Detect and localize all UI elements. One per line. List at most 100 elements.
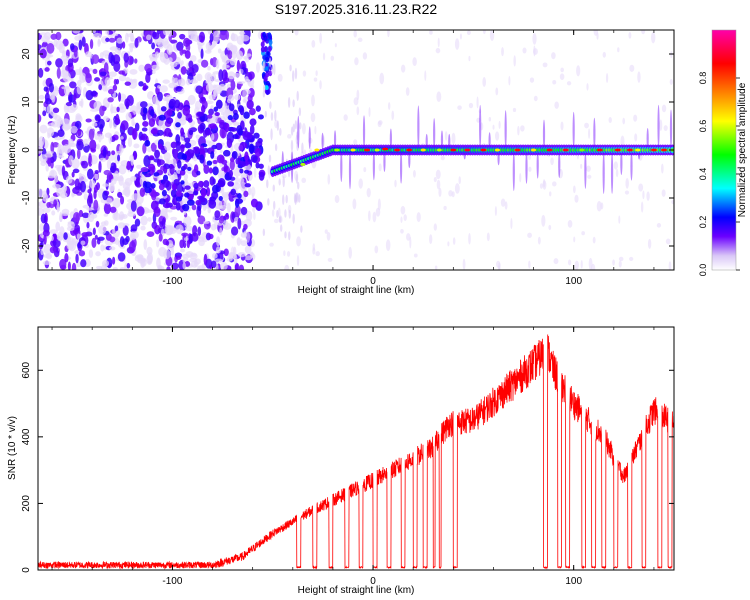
spectrogram-blob xyxy=(50,33,58,40)
spectrogram-blob xyxy=(85,89,94,101)
spectrogram-blob xyxy=(46,202,51,209)
spectrogram-blob xyxy=(615,168,619,178)
spectrogram-blob xyxy=(151,42,156,50)
spectrogram-blob xyxy=(175,134,181,144)
spectrogram-blob xyxy=(107,97,114,103)
spectrogram-blob xyxy=(262,228,266,237)
spectrogram-blob xyxy=(400,216,403,223)
spectrogram-blob xyxy=(242,130,250,141)
spectrogram-blob xyxy=(625,178,629,189)
spectrogram-blob xyxy=(252,207,256,213)
spectrogram-blob xyxy=(656,223,662,228)
spectrogram-blob xyxy=(657,104,660,149)
spectrogram-blob xyxy=(248,107,256,116)
spectrogram-blob xyxy=(126,160,131,171)
spectrogram-blob xyxy=(659,119,663,131)
spectrogram-blob xyxy=(63,232,68,240)
spectrogram-blob xyxy=(618,260,622,268)
spectrogram-blob xyxy=(42,190,47,199)
spectrogram-blob xyxy=(42,229,50,237)
spectrogram-blob xyxy=(177,159,182,169)
spectrogram-blob xyxy=(115,78,120,85)
snr-xtick-label: -100 xyxy=(162,576,182,587)
spectrogram-blob xyxy=(237,217,242,230)
spectrogram-blob xyxy=(553,258,559,265)
spectrogram-blob xyxy=(253,167,257,178)
spectrogram-blob xyxy=(92,68,98,75)
spectrogram-blob xyxy=(150,109,155,117)
spectrogram-blob xyxy=(164,127,172,137)
spectrogram-blob xyxy=(324,229,328,234)
spectrogram-blob xyxy=(263,46,268,53)
spectrogram-blob xyxy=(629,256,634,262)
spectrogram-blob xyxy=(593,117,596,149)
spectrogram-blob xyxy=(142,107,148,114)
spectrogram-blob xyxy=(605,73,609,84)
spectrogram-blob xyxy=(389,128,392,150)
spectrogram-blob xyxy=(400,64,406,73)
spectrogram-blob xyxy=(99,157,107,162)
spectrogram-blob xyxy=(436,91,442,103)
spectrogram-blob xyxy=(116,37,124,44)
spectrogram-blob xyxy=(78,66,83,76)
spectrogram-blob xyxy=(50,235,54,242)
spectrogram-blob xyxy=(217,178,226,187)
spectrogram-blob xyxy=(250,154,258,163)
spectrogram-blob xyxy=(52,112,58,120)
spectrogram-blob xyxy=(38,136,45,147)
spectrogram-blob xyxy=(546,148,553,152)
spectrogram-blob xyxy=(244,76,249,82)
spectrogram-blob xyxy=(240,240,248,247)
spectrogram-blob xyxy=(171,183,177,191)
spectrogram-blob xyxy=(661,189,666,197)
spectrogram-blob xyxy=(139,187,146,197)
spectrogram-blob xyxy=(214,205,224,210)
spectrogram-blob xyxy=(147,217,152,222)
spectrogram-blob xyxy=(669,109,673,149)
spectrogram-blob xyxy=(110,178,117,185)
spectrogram-blob xyxy=(102,183,109,187)
spectrogram-blob xyxy=(537,236,541,245)
spectrogram-blob xyxy=(150,64,160,71)
spectrogram-ytick-label: 0 xyxy=(21,147,32,153)
spectrogram-blob xyxy=(196,170,201,176)
spectrogram-blob xyxy=(327,173,331,185)
spectrogram-blob xyxy=(102,146,107,159)
spectrogram-blob xyxy=(600,202,604,210)
spectrogram-blob xyxy=(45,163,49,172)
spectrogram-blob xyxy=(450,148,457,152)
spectrogram-blob xyxy=(387,30,390,38)
spectrogram-blob xyxy=(55,221,61,232)
spectrogram-blob xyxy=(663,125,668,131)
snr-series-line xyxy=(38,334,674,570)
spectrogram-blob xyxy=(438,187,442,198)
spectrogram-blob xyxy=(92,30,96,34)
spectrogram-blob xyxy=(184,237,189,241)
spectrogram-blob xyxy=(130,200,137,212)
spectrogram-blob xyxy=(298,194,301,203)
spectrogram-blob xyxy=(284,264,290,270)
spectrogram-blob xyxy=(140,133,148,141)
spectrogram-blob xyxy=(133,143,140,149)
spectrogram-blob xyxy=(118,70,126,75)
spectrogram-blob xyxy=(220,262,228,270)
spectrogram-blob xyxy=(175,122,181,128)
spectrogram-blob xyxy=(110,103,114,114)
spectrogram-blob xyxy=(47,123,56,127)
spectrogram-blob xyxy=(86,168,94,180)
spectrogram-ytick-label: 20 xyxy=(21,48,32,60)
spectrogram-blob xyxy=(319,32,323,44)
spectrogram-blob xyxy=(203,164,210,175)
spectrogram-blob xyxy=(104,76,111,87)
spectrogram-blob xyxy=(210,260,217,269)
spectrogram-blob xyxy=(122,225,129,236)
spectrogram-blob xyxy=(206,114,213,119)
spectrogram-blob xyxy=(379,72,385,85)
spectrogram-blob xyxy=(142,121,149,127)
spectrogram-blob xyxy=(195,85,204,94)
spectrogram-blob xyxy=(50,141,55,154)
spectrogram-blob xyxy=(207,42,211,51)
spectrogram-blob xyxy=(150,142,157,152)
spectrogram-blob xyxy=(433,223,437,231)
